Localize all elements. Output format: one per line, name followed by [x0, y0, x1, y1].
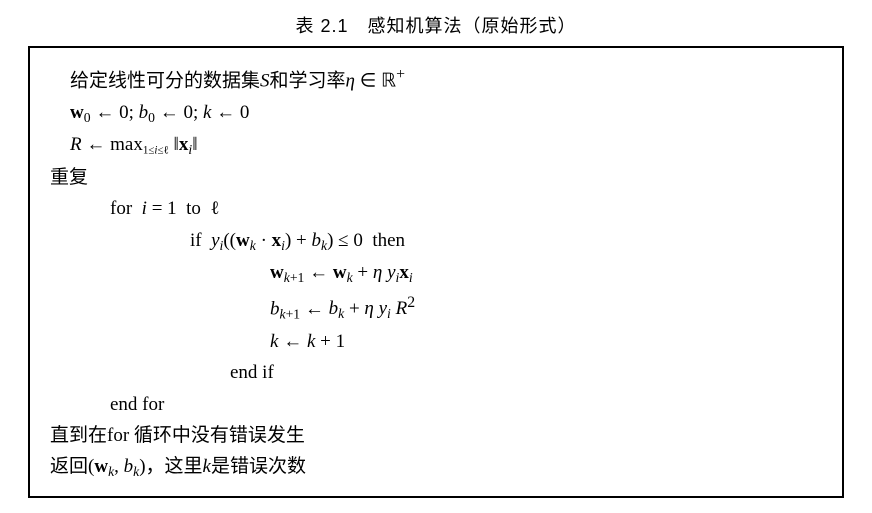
algo-line-endfor: end for: [70, 389, 822, 420]
algo-line-for: for i = 1 to ℓ: [70, 193, 822, 224]
algo-line-until: 直到在for 循环中没有错误发生: [50, 420, 822, 451]
algo-line-init: w0 ← 0; b0 ← 0; k ← 0: [70, 97, 822, 130]
algo-line-repeat: 重复: [50, 162, 822, 193]
algo-line-return: 返回(wk, bk)，这里k是错误次数: [50, 451, 822, 484]
algo-line-if: if yi((wk · xi) + bk) ≤ 0 then: [70, 225, 822, 258]
algo-line-update-k: k ← k + 1: [70, 326, 822, 357]
table-caption: 表 2.1 感知机算法（原始形式）: [28, 12, 844, 38]
algo-line-update-w: wk+1 ← wk + η yixi: [70, 257, 822, 290]
algo-line-given: 给定线性可分的数据集S和学习率η ∈ ℝ+: [70, 62, 822, 97]
algo-line-R: R ← max1≤i≤ℓ ‖xi‖: [70, 129, 822, 162]
algorithm-box: 给定线性可分的数据集S和学习率η ∈ ℝ+ w0 ← 0; b0 ← 0; k …: [28, 46, 844, 498]
page: 表 2.1 感知机算法（原始形式） 给定线性可分的数据集S和学习率η ∈ ℝ+ …: [0, 0, 872, 513]
algo-line-update-b: bk+1 ← bk + η yi R2: [70, 290, 822, 326]
algo-line-endif: end if: [70, 357, 822, 388]
